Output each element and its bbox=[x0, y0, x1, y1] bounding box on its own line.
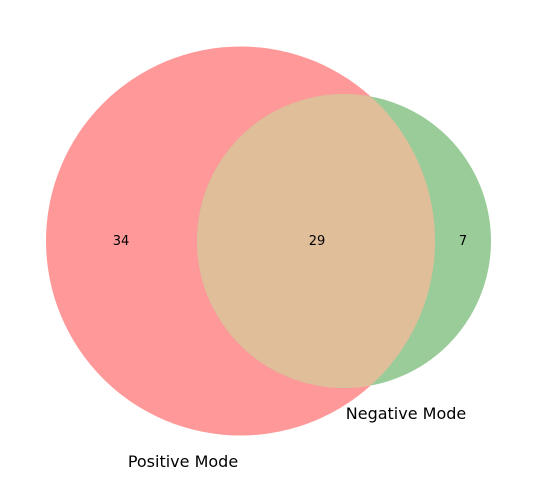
intersection-region bbox=[197, 94, 435, 388]
intersection-count: 29 bbox=[309, 234, 326, 249]
negative-only-count: 7 bbox=[459, 234, 467, 249]
positive-only-count: 34 bbox=[113, 234, 130, 249]
positive-mode-label: Positive Mode bbox=[128, 452, 238, 471]
negative-mode-label: Negative Mode bbox=[346, 404, 466, 423]
